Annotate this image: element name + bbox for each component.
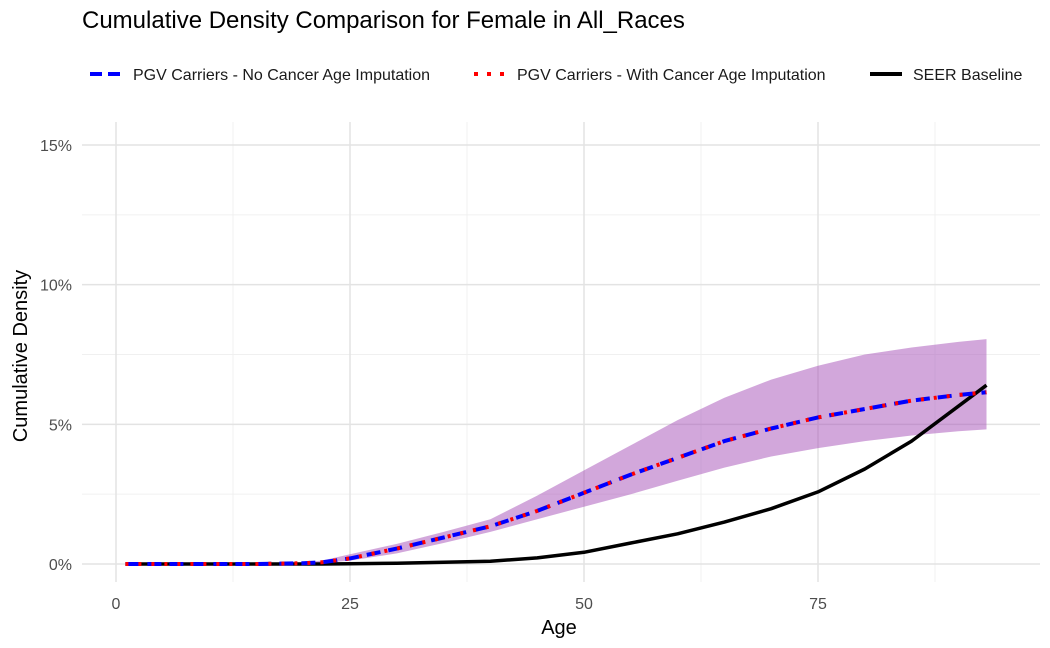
y-axis-title: Cumulative Density	[10, 270, 32, 442]
chart-title: Cumulative Density Comparison for Female…	[82, 7, 685, 34]
y-tick-label: 15%	[40, 138, 72, 155]
x-tick-label: 75	[809, 596, 827, 613]
x-axis-ticks: 0 25 50 75	[112, 596, 827, 613]
y-tick-label: 5%	[49, 417, 72, 434]
x-axis-title: Age	[541, 617, 577, 639]
legend-label-seer: SEER Baseline	[913, 67, 1022, 84]
x-tick-label: 50	[575, 596, 593, 613]
legend: PGV Carriers - No Cancer Age Imputation …	[90, 67, 1022, 84]
x-tick-label: 0	[112, 596, 121, 613]
legend-label-no-imputation: PGV Carriers - No Cancer Age Imputation	[133, 67, 430, 84]
series-line-seer	[125, 383, 988, 566]
lines-layer	[125, 383, 988, 566]
y-axis-ticks: 0% 5% 10% 15%	[40, 138, 72, 574]
legend-label-with-imputation: PGV Carriers - With Cancer Age Imputatio…	[517, 67, 826, 84]
y-tick-label: 10%	[40, 278, 72, 295]
band-layer	[125, 339, 987, 564]
confidence-band	[125, 339, 987, 564]
x-tick-label: 25	[341, 596, 359, 613]
series-line-with-imputation	[125, 390, 987, 566]
y-tick-label: 0%	[49, 557, 72, 574]
